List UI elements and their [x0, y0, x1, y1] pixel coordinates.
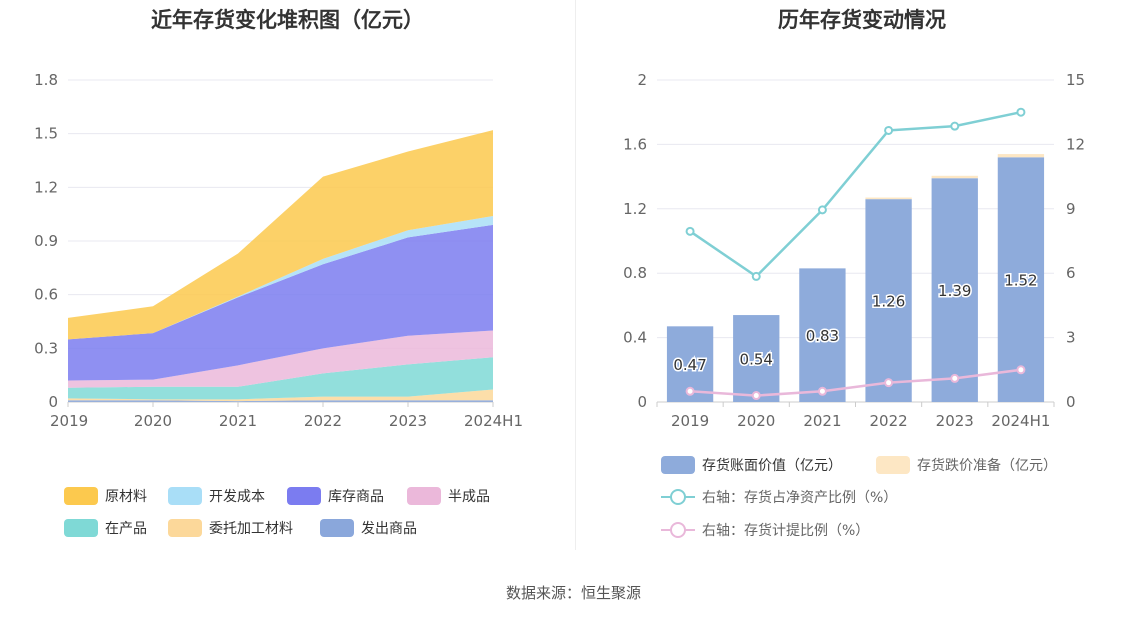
area-5: [68, 215, 493, 340]
x-tick-label: 2024H1: [464, 412, 523, 430]
x-tick-label: 2024H1: [991, 412, 1050, 430]
area-0: [68, 400, 493, 402]
source-name: 恒生聚源: [581, 584, 642, 602]
y-right-tick-label: 9: [1066, 200, 1076, 218]
y-right-tick-label: 3: [1066, 329, 1076, 347]
bar-provision: [931, 175, 978, 179]
legend-label: 委托加工材料: [209, 521, 293, 537]
x-tick-label: 2019: [50, 412, 88, 430]
legend-line-marker: [670, 522, 686, 538]
x-tick-label: 2021: [803, 412, 841, 430]
line-point: [685, 226, 695, 236]
x-tick-label: 2023: [936, 412, 974, 430]
bar-book-value: [997, 157, 1045, 402]
bar-book-value: [931, 178, 978, 402]
y-left-tick-label: 0.4: [623, 329, 647, 347]
area-3: [68, 330, 493, 388]
legend-swatch: [64, 487, 98, 505]
legend-label: 在产品: [105, 521, 147, 537]
line-point: [884, 125, 894, 135]
y-tick-label: 1.2: [34, 178, 58, 196]
legend-label: 右轴：存货计提比例（%）: [702, 522, 869, 539]
legend-label: 开发成本: [209, 489, 265, 505]
y-left-tick-label: 1.2: [623, 200, 647, 218]
stacked-area-chart: 0 0.3 0.6 0.9 1.2 1.5 1.8 2019 2020 2021 2022 2023 2…: [34, 71, 523, 537]
line-point: [751, 271, 761, 281]
bar-value-label: 1.52: [1004, 272, 1037, 290]
y-right-tick-label: 0: [1066, 393, 1076, 411]
x-tick-label: 2020: [737, 412, 775, 430]
bar-book-value: [865, 199, 912, 402]
legend-label: 发出商品: [361, 521, 417, 537]
legend-label: 右轴：存货占净资产比例（%）: [702, 489, 897, 506]
line-point: [685, 386, 695, 396]
line-point: [751, 391, 761, 401]
legend-label: 库存商品: [328, 489, 384, 505]
line-point: [884, 378, 894, 388]
y-left-tick-label: 0.8: [623, 264, 647, 282]
data-source: 数据来源：恒生聚源: [0, 582, 1147, 603]
y-right-tick-label: 15: [1066, 71, 1085, 89]
stacked-area-chart-panel: 近年存货变化堆积图（亿元） 0 0.3 0.6 0.9 1.2 1.5 1.8 2019 202…: [0, 0, 575, 560]
y-left-tick-label: 0: [637, 393, 647, 411]
line-point: [817, 386, 827, 396]
right-chart-title: 历年存货变动情况: [778, 8, 946, 32]
legend-swatch: [168, 487, 202, 505]
x-tick-label: 2019: [671, 412, 709, 430]
y-tick-label: 0.9: [34, 232, 58, 250]
panel-divider: [575, 0, 576, 550]
y-left-tick-label: 2: [637, 71, 647, 89]
legend-swatch: [407, 487, 441, 505]
bar-line-chart: 0 0.4 0.8 1.2 1.6 2 0 3 6 9 12 15 2019 2020 2021 2022 20…: [623, 71, 1085, 539]
line-point: [950, 121, 960, 131]
line-point: [1016, 365, 1026, 375]
left-chart-title: 近年存货变化堆积图（亿元）: [151, 8, 424, 32]
bar-value-label: 1.39: [938, 282, 971, 300]
area-2: [68, 357, 493, 400]
y-tick-label: 1.8: [34, 71, 58, 89]
bar-value-label: 0.47: [673, 356, 706, 374]
legend-swatch: [661, 456, 695, 474]
bar-value-label: 0.54: [740, 351, 773, 369]
legend-label: 半成品: [448, 489, 490, 505]
legend-swatch: [287, 487, 321, 505]
bar-book-value: [799, 268, 846, 402]
bar-value-label: 0.83: [806, 327, 839, 345]
legend-line-marker: [670, 489, 686, 505]
legend-swatch: [320, 519, 354, 537]
x-tick-label: 2022: [304, 412, 342, 430]
source-prefix: 数据来源：: [505, 584, 581, 602]
y-right-tick-label: 6: [1066, 264, 1076, 282]
legend-label: 存货账面价值（亿元）: [702, 457, 842, 474]
y-tick-label: 0.3: [34, 339, 58, 357]
bar-provision: [997, 154, 1045, 158]
x-tick-label: 2021: [219, 412, 257, 430]
bar-provision: [865, 197, 912, 200]
line-series-1: [690, 368, 1022, 397]
legend-label: 存货跌价准备（亿元）: [917, 457, 1057, 474]
legend-swatch: [168, 519, 202, 537]
bar-book-value: [733, 315, 780, 402]
y-left-tick-label: 1.6: [623, 135, 647, 153]
y-tick-label: 0.6: [34, 286, 58, 304]
bar-line-chart-panel: 历年存货变动情况 0 0.4 0.8 1.2 1.6 2 0 3 6 9 12 15 2019 2020 2…: [577, 0, 1147, 560]
line-point: [1016, 107, 1026, 117]
area-6: [68, 130, 493, 340]
line-series-0: [689, 110, 1022, 279]
y-tick-label: 1.5: [34, 125, 58, 143]
x-tick-label: 2020: [134, 412, 172, 430]
x-tick-label: 2023: [389, 412, 427, 430]
legend-swatch: [876, 456, 910, 474]
area-1: [68, 389, 493, 402]
line-point: [950, 373, 960, 383]
legend-swatch: [64, 519, 98, 537]
line-point: [817, 205, 827, 215]
bar-value-label: 1.26: [872, 293, 905, 311]
x-tick-label: 2022: [869, 412, 907, 430]
area-4: [68, 224, 493, 381]
legend-label: 原材料: [105, 489, 147, 505]
y-right-tick-label: 12: [1066, 135, 1085, 153]
y-tick-label: 0: [48, 393, 58, 411]
